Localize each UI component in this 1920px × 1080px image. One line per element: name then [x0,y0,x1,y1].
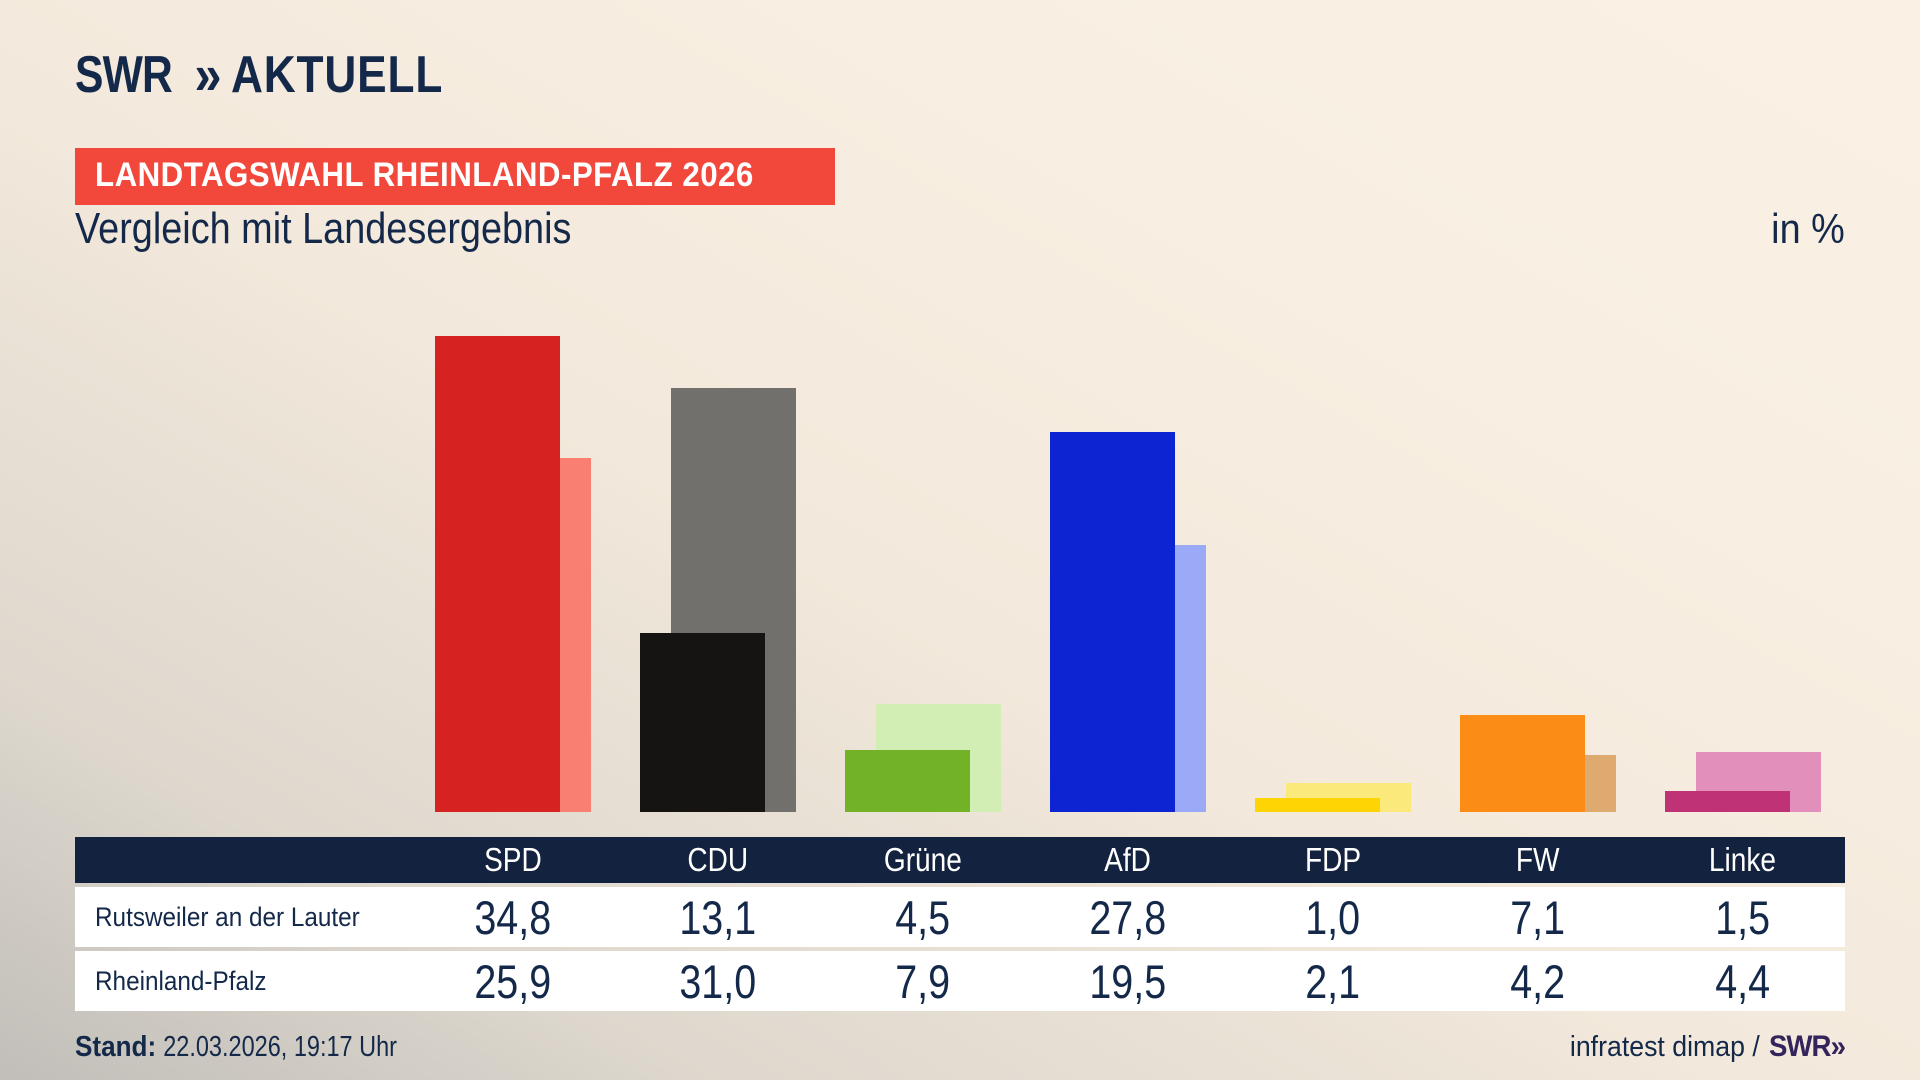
results-table: SPD CDU Grüne AfD FDP FW Linke Rutsweiler an d… [75,837,1845,1011]
result-row-state: Rheinland-Pfalz 25,9 31,0 7,9 19,5 2,1 4,2 4,4 [75,951,1845,1011]
title-row: Vergleich mit Landesergebnis in % [75,204,1845,254]
bar-group-Linke [1640,267,1845,812]
chart-title: Vergleich mit Landesergebnis [75,204,572,253]
value-cell-SPD: 34,8 [410,890,615,945]
party-header-FW: FW [1435,841,1640,879]
value-cell-Linke: 4,4 [1640,954,1845,1009]
value-cell-Grüne: 7,9 [820,954,1025,1009]
value-text: 13,1 [679,890,756,944]
municipality-bar-AfD [1050,432,1175,812]
party-header-CDU: CDU [615,841,820,879]
bar-group-FW [1435,267,1640,812]
party-header-Linke: Linke [1640,841,1845,879]
swr-aktuell-logo: SWR » AKTUELL [75,43,481,107]
swr-logo-text: SWR [75,46,173,104]
value-cell-SPD: 25,9 [410,954,615,1009]
value-text: 27,8 [1089,890,1166,944]
party-header-label: SPD [483,841,542,878]
value-cell-Grüne: 4,5 [820,890,1025,945]
party-header-Grüne: Grüne [820,841,1025,879]
row-label-cell: Rutsweiler an der Lauter [75,902,410,933]
value-text: 19,5 [1089,954,1166,1008]
value-cell-CDU: 31,0 [615,954,820,1009]
value-text: 34,8 [474,890,551,944]
party-header-label: FDP [1304,841,1361,878]
party-header-label: FW [1515,841,1560,878]
municipality-bar-FDP [1255,798,1380,812]
value-cell-Linke: 1,5 [1640,890,1845,945]
party-header-label: CDU [687,841,748,878]
value-text: 1,0 [1305,890,1360,944]
party-header-label: AfD [1104,841,1151,878]
value-text: 4,5 [895,890,950,944]
election-badge: LANDTAGSWAHL RHEINLAND-PFALZ 2026 [75,148,836,205]
party-header-AfD: AfD [1025,841,1230,879]
party-header-row: SPD CDU Grüne AfD FDP FW Linke [75,837,1845,883]
bar-group-Grüne [820,267,1025,812]
stand-label: Stand: [75,1031,157,1063]
party-header-label: Grüne [883,841,962,878]
value-cell-CDU: 13,1 [615,890,820,945]
value-text: 25,9 [474,954,551,1008]
row-label: Rheinland-Pfalz [95,965,267,996]
value-cell-FW: 4,2 [1435,954,1640,1009]
source-info: infratest dimap / SWR» [1569,1030,1846,1064]
party-header-label: Linke [1708,841,1777,878]
bar-group-SPD [410,267,615,812]
value-text: 31,0 [679,954,756,1008]
value-cell-FDP: 2,1 [1230,954,1435,1009]
value-text: 1,5 [1715,890,1770,944]
result-row-municipality: Rutsweiler an der Lauter 34,8 13,1 4,5 27,8 1… [75,887,1845,947]
row-label-cell: Rheinland-Pfalz [75,966,410,997]
value-text: 2,1 [1305,954,1360,1008]
value-cell-AfD: 19,5 [1025,954,1230,1009]
bar-group-FDP [1230,267,1435,812]
bar-group-CDU [615,267,820,812]
row-label: Rutsweiler an der Lauter [95,901,360,932]
bar-group-AfD [1025,267,1230,812]
double-chevron-icon: » [194,43,222,107]
stand-value: 22.03.2026, 19:17 Uhr [163,1031,398,1063]
election-badge-label: LANDTAGSWAHL RHEINLAND-PFALZ 2026 [95,156,754,194]
value-text: 7,9 [895,954,950,1008]
value-text: 4,4 [1715,954,1770,1008]
municipality-bar-Grüne [845,750,970,812]
footer: Stand: 22.03.2026, 19:17 Uhr infratest d… [75,1030,1846,1064]
value-cell-FW: 7,1 [1435,890,1640,945]
municipality-bar-Linke [1665,791,1790,812]
comparison-bar-chart [75,267,1845,812]
stand-info: Stand: 22.03.2026, 19:17 Uhr [75,1031,462,1064]
value-cell-AfD: 27,8 [1025,890,1230,945]
swr-source-logo: SWR» [1768,1030,1846,1064]
unit-label: in % [1771,205,1845,252]
value-cell-FDP: 1,0 [1230,890,1435,945]
party-header-FDP: FDP [1230,841,1435,879]
party-header-SPD: SPD [410,841,615,879]
value-text: 7,1 [1510,890,1565,944]
municipality-bar-CDU [640,633,765,812]
aktuell-logo-text: AKTUELL [231,46,444,104]
swr-source-logo-text: SWR [1768,1030,1832,1063]
source-double-chevron-icon: » [1830,1030,1846,1063]
source-text: infratest dimap / [1569,1031,1760,1063]
value-text: 4,2 [1510,954,1565,1008]
municipality-bar-SPD [435,336,560,812]
municipality-bar-FW [1460,715,1585,812]
